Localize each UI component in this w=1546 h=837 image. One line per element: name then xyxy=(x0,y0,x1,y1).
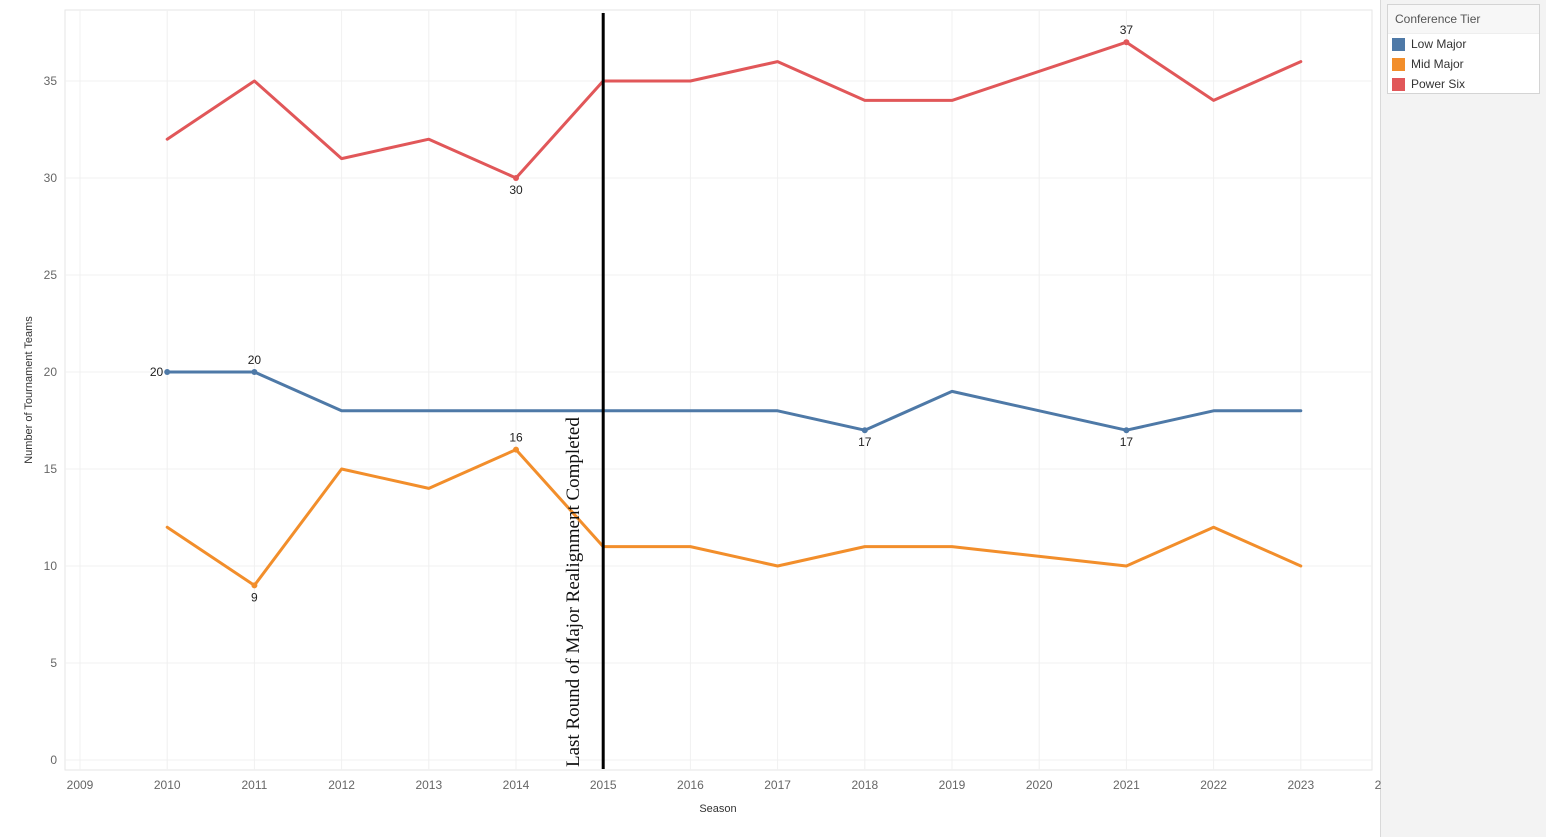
x-tick-label-2013: 2013 xyxy=(415,778,442,792)
legend-label-power-six: Power Six xyxy=(1411,77,1466,91)
y-tick-label-0: 0 xyxy=(50,753,57,767)
y-tick-label-15: 15 xyxy=(44,462,58,476)
data-point-power-six-2014 xyxy=(513,175,519,181)
data-point-power-six-2021 xyxy=(1123,39,1130,46)
plot-area xyxy=(64,9,1373,771)
x-tick-label-2012: 2012 xyxy=(328,778,355,792)
y-tick-label-20: 20 xyxy=(44,365,58,379)
data-point-mid-major-2014 xyxy=(513,446,519,453)
x-tick-label-2024: 2024 xyxy=(1375,778,1381,792)
legend-swatch-power-six xyxy=(1392,77,1405,91)
chart-panel: 2009 2010 2011 2012 2013 2014 2015 2016 2017 2018… xyxy=(23,0,1381,837)
x-tick-label-2015: 2015 xyxy=(590,778,617,792)
y-tick-label-10: 10 xyxy=(44,559,58,573)
x-tick-label-2016: 2016 xyxy=(677,778,704,792)
y-tick-label-25: 25 xyxy=(44,268,58,282)
data-point-low-major-2010 xyxy=(164,369,171,375)
data-label-mid-major-2011: 9 xyxy=(251,590,258,604)
data-label-power-six-2014: 30 xyxy=(509,183,523,197)
x-tick-label-2014: 2014 xyxy=(503,778,530,792)
legend-label-mid-major: Mid Major xyxy=(1411,57,1464,71)
x-tick-label-2021: 2021 xyxy=(1113,778,1140,792)
legend-title: Conference Tier xyxy=(1388,5,1539,34)
data-point-low-major-2018 xyxy=(861,427,868,434)
legend-item-mid-major[interactable]: Mid Major xyxy=(1388,54,1539,74)
data-point-low-major-2011 xyxy=(251,369,258,375)
legend-swatch-low-major xyxy=(1392,37,1405,51)
y-tick-label-5: 5 xyxy=(50,656,57,670)
legend: Conference Tier Low Major Mid Major Powe… xyxy=(1387,4,1540,94)
legend-swatch-mid-major xyxy=(1392,57,1405,71)
series-line-mid-major xyxy=(165,448,1303,587)
x-tick-label-2009: 2009 xyxy=(67,778,94,792)
legend-panel-background xyxy=(1381,0,1546,837)
line-chart: 2009 2010 2011 2012 2013 2014 2015 2016 2017 2018… xyxy=(23,9,1381,815)
y-tick-label-30: 30 xyxy=(44,171,58,185)
data-label-power-six-2021: 37 xyxy=(1120,23,1134,37)
x-tick-label-2010: 2010 xyxy=(154,778,181,792)
legend-item-low-major[interactable]: Low Major xyxy=(1388,34,1539,54)
x-tick-label-2020: 2020 xyxy=(1026,778,1053,792)
reference-line-label: Last Round of Major Realignment Complete… xyxy=(563,417,584,767)
data-point-low-major-2021 xyxy=(1123,427,1130,434)
x-axis-title: Season xyxy=(699,803,736,815)
x-tick-label-2023: 2023 xyxy=(1287,778,1314,792)
data-label-low-major-2011: 20 xyxy=(248,353,262,367)
data-label-mid-major-2014: 16 xyxy=(509,431,523,445)
data-label-low-major-2021: 17 xyxy=(1120,435,1134,449)
data-label-low-major-2018: 17 xyxy=(858,435,872,449)
x-tick-label-2017: 2017 xyxy=(764,778,791,792)
x-tick-label-2022: 2022 xyxy=(1200,778,1227,792)
legend-item-power-six[interactable]: Power Six xyxy=(1388,74,1539,94)
legend-label-low-major: Low Major xyxy=(1411,37,1467,51)
x-tick-label-2018: 2018 xyxy=(851,778,878,792)
x-tick-label-2011: 2011 xyxy=(241,778,267,792)
data-label-low-major-2010: 20 xyxy=(150,365,164,379)
data-point-mid-major-2011 xyxy=(251,582,258,589)
x-tick-label-2019: 2019 xyxy=(939,778,966,792)
y-tick-label-35: 35 xyxy=(44,74,58,88)
y-axis-title: Number of Tournament Teams xyxy=(23,316,35,464)
